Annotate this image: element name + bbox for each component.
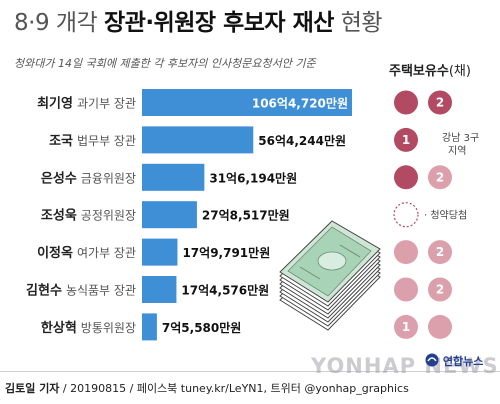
agency-name: 연합뉴스 — [442, 355, 484, 368]
agency-logo: 연합뉴스 — [425, 353, 483, 369]
credit-line: 김토일 기자 / 20190815 / 페이스북 tuney.kr/LeYN1,… — [5, 380, 409, 396]
row-name-6: 한상혁 — [41, 320, 77, 336]
banknote-stack-icon — [279, 220, 381, 331]
row-title-3: 공정위원장 — [81, 209, 136, 223]
money-stack-illustration — [279, 220, 381, 331]
note-line-1-0: 강남 3구 — [442, 132, 479, 144]
row-name-4: 이정옥 — [37, 245, 73, 261]
house-empty-3 — [393, 202, 419, 228]
bar-5 — [142, 276, 177, 303]
bar-1 — [142, 126, 254, 154]
house-count-6: 1 — [402, 320, 410, 334]
row-label-0: 최기영 과기부 장관 — [37, 97, 136, 112]
row-name-3: 조성욱 — [41, 208, 77, 224]
title-prefix: 8·9 개각 — [14, 10, 105, 36]
row-label-3: 조성욱 공정위원장 — [41, 208, 136, 224]
row-title-4: 여가부 장관 — [77, 246, 136, 260]
house-count-unit: (채) — [448, 64, 471, 79]
row-title-1: 법무부 장관 — [77, 134, 136, 148]
bar-0 — [142, 89, 352, 116]
row-title-6: 방통위원장 — [81, 321, 136, 335]
credit-text: / 20190815 / 페이스북 tuney.kr/LeYN1, 트위터 @y… — [59, 382, 409, 395]
row-label-6: 한상혁 방통위원장 — [41, 320, 136, 336]
house-count-title: 주택보유수 — [389, 64, 449, 79]
row-title-5: 농식품부 장관 — [66, 284, 136, 298]
house-2-4 — [428, 240, 452, 265]
house-2-5 — [428, 277, 452, 302]
row-label-2: 은성수 금융위원장 — [41, 171, 136, 186]
house-count-4: 2 — [436, 245, 444, 259]
house-1-4 — [394, 240, 418, 265]
row-label-1: 조국 법무부 장관 — [49, 134, 136, 149]
bar-6 — [142, 313, 157, 341]
house-count-5: 2 — [436, 283, 444, 297]
bar-value-label-3: 27억8,517만원 — [202, 208, 290, 223]
row-label-5: 김현수 농식품부 장관 — [26, 283, 136, 299]
page-title: 8·9 개각 장관·위원장 후보자 재산 현황 — [14, 8, 383, 38]
house-2-2 — [428, 165, 452, 190]
row-name-0: 최기영 — [37, 97, 73, 112]
author-name: 김토일 기자 — [5, 382, 60, 395]
house-2-0 — [428, 90, 452, 115]
footer: YONHAP NEWS 연합뉴스 김토일 기자 / 20190815 / 페이스… — [0, 353, 500, 404]
watermark-text: YONHAP NEWS — [311, 354, 499, 378]
row-name-2: 은성수 — [41, 171, 77, 186]
bar-value-label-0: 106억4,720만원 — [252, 96, 348, 111]
bar-value-label-4: 17억9,791만원 — [182, 245, 270, 260]
house-1-0 — [394, 90, 418, 115]
note-line-1-1: 지역 — [448, 145, 466, 157]
note-1: 강남 3구 지역 — [442, 132, 479, 157]
house-2-6 — [428, 314, 452, 339]
bar-2 — [142, 163, 205, 191]
house-count-header: 주택보유수(채) — [389, 60, 471, 79]
bar-4 — [142, 238, 178, 266]
bar-value-label-1: 56억4,244만원 — [258, 133, 346, 148]
house-count-2: 2 — [436, 170, 444, 184]
bar-value-label-2: 31억6,194만원 — [209, 170, 297, 185]
house-1-6 — [394, 314, 418, 339]
bar-value-label-6: 7억5,580만원 — [162, 320, 241, 335]
row-title-2: 금융위원장 — [81, 171, 136, 185]
house-1-5 — [394, 277, 418, 302]
bar-value-label-5: 17억4,576만원 — [181, 283, 269, 298]
subtitle: 청와대가 14일 국회에 제출한 각 후보자의 인사청문요청서안 기준 — [14, 57, 316, 70]
row-label-4: 이정옥 여가부 장관 — [37, 245, 136, 261]
row-title-0: 과기부 장관 — [77, 97, 136, 111]
house-count-0: 2 — [436, 96, 444, 110]
agency-logo-icon — [425, 353, 439, 367]
house-1-2 — [394, 165, 418, 190]
row-name-1: 조국 — [49, 134, 73, 149]
bar-3 — [142, 201, 197, 229]
title-main: 장관·위원장 후보자 재산 — [104, 10, 334, 36]
house-count-1: 1 — [402, 133, 410, 147]
house-1-1 — [394, 127, 418, 152]
title-suffix: 현황 — [333, 10, 383, 36]
row-name-5: 김현수 — [26, 283, 62, 299]
note-3: · 청약당첨 — [424, 210, 467, 222]
